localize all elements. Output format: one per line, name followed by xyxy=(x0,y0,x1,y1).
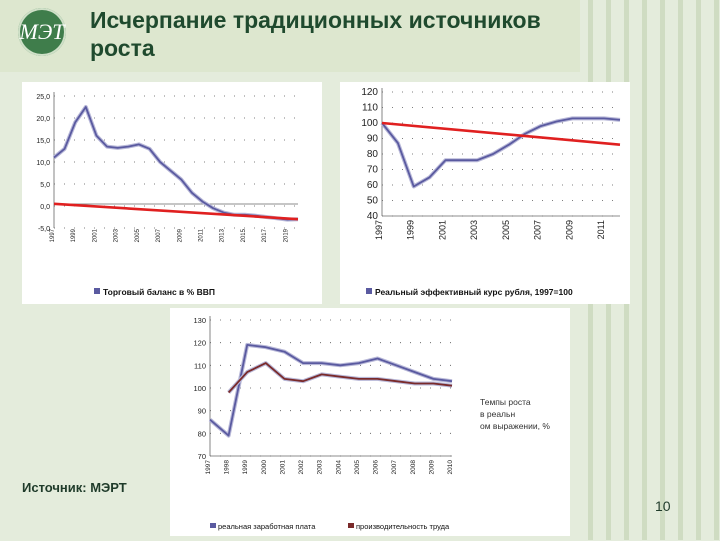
x-tick-label: 2013 xyxy=(220,228,226,242)
y-tick-label: 25,0 xyxy=(36,94,50,101)
y-tick-label: 70 xyxy=(198,452,206,461)
x-tick-label: 2007 xyxy=(533,220,543,240)
x-tick-label: 1999 xyxy=(71,228,77,242)
x-tick-label: 1999 xyxy=(242,460,249,475)
series-line-shadow xyxy=(208,342,453,438)
y-tick-label: 100 xyxy=(361,118,378,129)
y-tick-label: 120 xyxy=(193,339,206,348)
series-line-shadow xyxy=(380,116,621,189)
x-tick-label: 2001 xyxy=(92,228,98,242)
legend-swatch xyxy=(348,523,354,528)
chart-panel-growth: 130 120 110 100 90 80 70 1997 1998 1999 2000 2001 20… xyxy=(170,308,570,536)
x-tick-label: 2005 xyxy=(354,460,361,475)
source-note: Источник: МЭРТ xyxy=(22,480,127,495)
y-tick-label: 60 xyxy=(367,180,379,191)
x-tick-label: 1997 xyxy=(50,228,56,242)
logo: МЭТ xyxy=(18,8,66,56)
x-tick-label: 2008 xyxy=(410,460,417,475)
trend-line xyxy=(53,202,299,221)
series-line-2 xyxy=(227,362,453,394)
x-tick-label: 2019 xyxy=(283,228,289,242)
x-tick-label: 2001 xyxy=(279,460,286,475)
legend-label: реальная заработная плата xyxy=(218,522,316,531)
x-tick-label: 2004 xyxy=(335,460,342,475)
trade-balance-chart: 25,0 20,0 15,0 10,0 5,0 0,0 -5,0 1997 1999 2001 20… xyxy=(36,92,299,297)
x-tick-label: 2015 xyxy=(241,228,247,242)
y-tick-label: 80 xyxy=(198,429,206,438)
x-tick-label: 2006 xyxy=(373,460,380,475)
header-band xyxy=(0,0,580,72)
y-tick-label: 20,0 xyxy=(36,116,50,123)
x-tick-label: 2017 xyxy=(262,228,268,242)
y-tick-label: 50 xyxy=(367,196,379,207)
legend-label: Реальный эффективный курс рубля, 1997=10… xyxy=(375,287,573,297)
x-tick-label: 2009 xyxy=(177,228,183,242)
legend-swatch xyxy=(94,288,100,294)
legend-label: Торговый баланс в % ВВП xyxy=(103,287,215,297)
x-tick-label: 2001 xyxy=(437,220,447,240)
x-tick-label: 2010 xyxy=(447,460,454,475)
y-tick-label: 5,0 xyxy=(40,182,50,189)
x-tick-label: 2009 xyxy=(428,460,435,475)
series-line-1 xyxy=(381,117,621,188)
x-tick-label: 2011 xyxy=(199,228,205,242)
y-tick-label: 15,0 xyxy=(36,138,50,145)
page-number: 10 xyxy=(655,498,671,514)
y-tick-label: 80 xyxy=(367,149,379,160)
y-tick-label: 0,0 xyxy=(40,204,50,211)
y-tick-label: 90 xyxy=(198,407,206,416)
x-tick-label: 2002 xyxy=(298,460,305,475)
x-tick-label: 1999 xyxy=(406,220,416,240)
x-tick-label: 2003 xyxy=(114,228,120,242)
x-tick-label: 1997 xyxy=(205,460,212,475)
x-tick-label: 2003 xyxy=(317,460,324,475)
legend-label: производительность труда xyxy=(356,522,450,531)
chart-panel-trade-balance: 25,0 20,0 15,0 10,0 5,0 0,0 -5,0 1997 1999 2001 20… xyxy=(22,82,322,304)
series-line-1 xyxy=(209,344,453,437)
y-tick-label: 110 xyxy=(194,361,206,370)
x-tick-label: 2000 xyxy=(261,460,268,475)
chart-annotation-line: в реальн xyxy=(480,409,515,419)
x-tick-label: 2007 xyxy=(391,460,398,475)
y-tick-label: -5,0 xyxy=(38,226,50,233)
y-tick-label: 70 xyxy=(367,165,379,176)
y-tick-label: 100 xyxy=(193,384,206,393)
legend-swatch xyxy=(210,523,216,528)
y-tick-label: 130 xyxy=(193,316,206,325)
x-tick-label: 2003 xyxy=(469,220,479,240)
x-tick-label: 2007 xyxy=(156,228,162,242)
y-tick-label: 110 xyxy=(362,103,378,114)
x-tick-label: 2005 xyxy=(135,228,141,242)
chart-panel-exchange-rate: 120 110 100 90 80 70 60 50 40 1997 1999 2001 2003 200… xyxy=(340,82,630,304)
chart-annotation-line: Темпы роста xyxy=(480,397,531,407)
trend-line xyxy=(381,121,621,146)
x-tick-label: 2009 xyxy=(564,220,574,240)
y-tick-label: 120 xyxy=(361,87,378,98)
y-tick-label: 40 xyxy=(367,211,379,222)
series-line-shadow xyxy=(52,105,299,222)
x-tick-label: 1998 xyxy=(224,460,231,475)
legend-swatch xyxy=(366,288,372,294)
x-tick-label: 1997 xyxy=(374,220,384,240)
x-tick-label: 2005 xyxy=(501,220,511,240)
page-title: Исчерпание традиционных источников роста xyxy=(90,7,541,61)
chart-annotation-line: ом выражении, % xyxy=(480,421,550,431)
y-tick-label: 10,0 xyxy=(36,160,50,167)
x-tick-label: 2011 xyxy=(596,220,606,239)
y-tick-label: 90 xyxy=(367,134,379,145)
